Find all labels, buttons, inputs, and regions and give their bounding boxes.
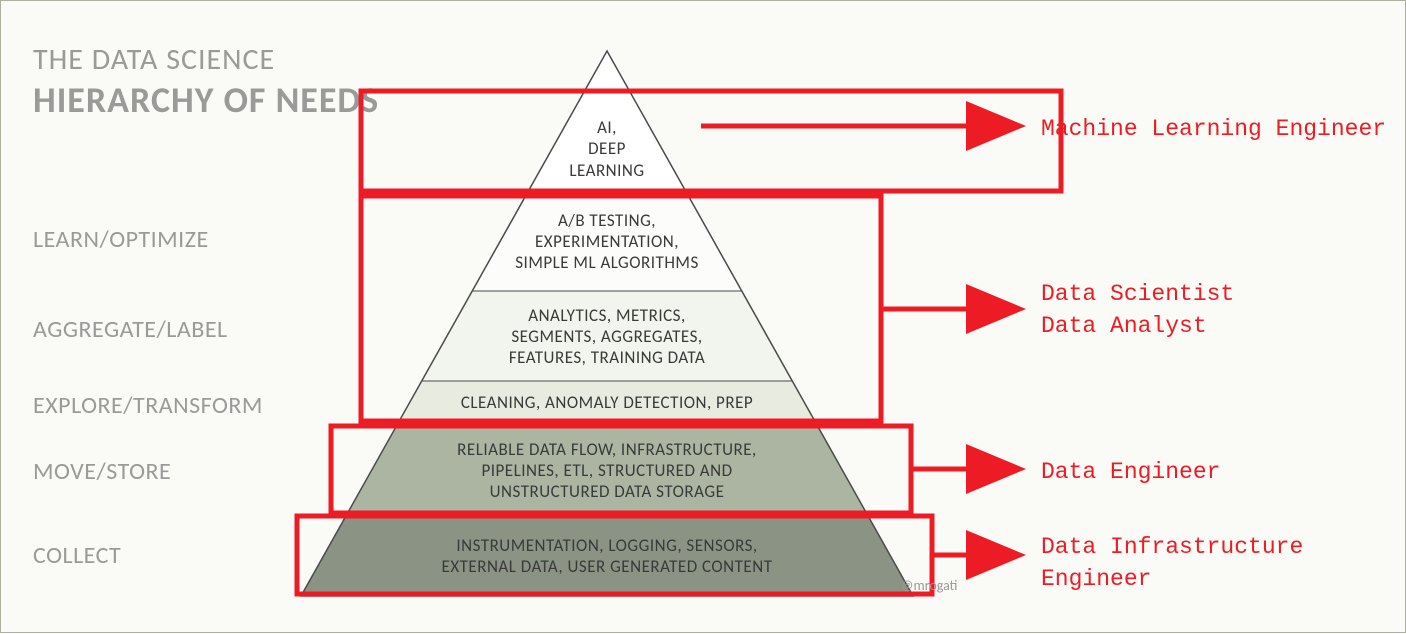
category-label-4: COLLECT — [33, 541, 121, 570]
category-label-1: AGGREGATE/LABEL — [33, 315, 228, 344]
attribution: @mrogati — [901, 577, 957, 594]
pyramid-layer-2 — [422, 291, 793, 381]
annotation-box-0 — [361, 91, 1061, 191]
role-label-1: Data ScientistData Analyst — [1041, 278, 1234, 342]
category-label-0: LEARN/OPTIMIZE — [33, 225, 209, 254]
pyramid-layer-1 — [472, 191, 742, 291]
category-label-2: EXPLORE/TRANSFORM — [33, 391, 263, 420]
category-label-3: MOVE/STORE — [33, 457, 171, 486]
role-label-0: Machine Learning Engineer — [1041, 113, 1386, 145]
role-label-2: Data Engineer — [1041, 456, 1220, 488]
pyramid-layer-4 — [346, 424, 868, 516]
pyramid-layer-3 — [398, 381, 817, 424]
role-label-3: Data InfrastructureEngineer — [1041, 531, 1303, 595]
pyramid-layer-5 — [301, 516, 913, 596]
